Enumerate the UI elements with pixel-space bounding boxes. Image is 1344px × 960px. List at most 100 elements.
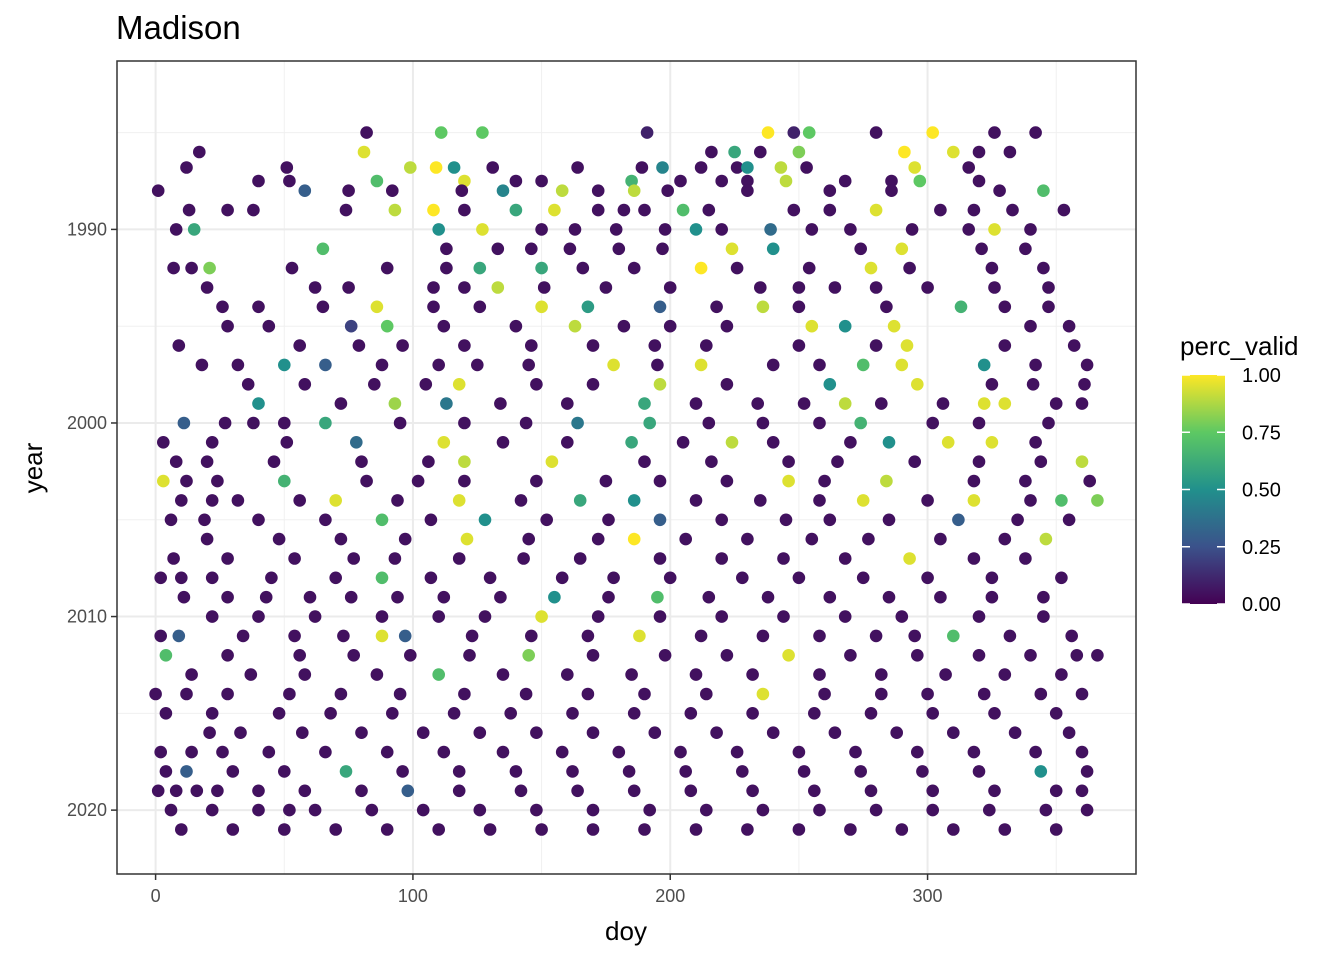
data-point xyxy=(386,707,399,720)
data-point xyxy=(627,494,641,507)
data-point xyxy=(939,668,952,681)
data-point xyxy=(473,726,487,739)
data-point xyxy=(1039,803,1053,817)
data-point xyxy=(1019,474,1032,488)
data-point xyxy=(774,161,788,174)
data-point xyxy=(805,532,819,546)
data-point xyxy=(705,455,718,469)
data-point xyxy=(1019,242,1032,256)
data-point xyxy=(1062,319,1076,333)
data-point xyxy=(653,552,667,565)
data-point xyxy=(164,803,178,817)
data-point xyxy=(972,765,986,778)
data-point xyxy=(437,745,451,759)
data-point xyxy=(813,668,826,681)
data-point xyxy=(483,571,497,585)
data-point xyxy=(375,513,389,527)
data-point xyxy=(522,649,535,662)
data-point xyxy=(663,571,677,585)
data-point xyxy=(1078,378,1091,391)
data-point xyxy=(676,203,690,217)
data-point xyxy=(278,765,291,778)
data-point xyxy=(298,184,312,197)
data-point xyxy=(581,300,595,314)
legend-title: perc_valid xyxy=(1180,331,1299,361)
data-point xyxy=(288,629,301,643)
data-point xyxy=(221,319,234,333)
data-point xyxy=(998,668,1012,681)
data-point xyxy=(404,649,417,662)
data-point xyxy=(921,281,934,294)
data-point xyxy=(218,416,232,430)
data-point xyxy=(352,339,366,352)
data-point xyxy=(736,765,749,778)
data-point xyxy=(947,726,960,739)
data-point xyxy=(350,436,363,449)
data-point xyxy=(190,784,204,798)
data-point xyxy=(730,745,744,759)
data-point xyxy=(200,455,214,469)
data-point xyxy=(571,416,584,430)
data-point xyxy=(370,668,384,681)
data-point xyxy=(259,590,273,604)
data-point xyxy=(440,242,453,256)
data-point xyxy=(656,242,669,256)
data-point xyxy=(429,161,443,174)
data-point xyxy=(911,649,924,662)
data-point xyxy=(831,455,844,469)
data-point xyxy=(476,223,489,236)
data-point xyxy=(844,823,857,836)
data-point xyxy=(1026,378,1040,391)
data-point xyxy=(715,552,728,565)
data-point xyxy=(496,745,510,759)
data-point xyxy=(612,745,626,759)
y-axis-title: year xyxy=(18,442,48,493)
data-point xyxy=(741,532,754,546)
data-point xyxy=(908,455,921,469)
data-point xyxy=(828,726,842,739)
data-point xyxy=(977,687,991,701)
data-point xyxy=(522,358,535,372)
data-point xyxy=(293,339,307,352)
data-point xyxy=(262,319,276,333)
data-point xyxy=(702,203,716,217)
data-point xyxy=(998,300,1012,314)
data-point xyxy=(180,161,193,174)
data-point xyxy=(347,649,361,662)
data-point xyxy=(380,319,394,333)
data-point xyxy=(308,281,322,294)
data-point xyxy=(169,455,183,469)
data-point xyxy=(205,494,219,507)
data-point xyxy=(535,174,548,188)
data-point xyxy=(1091,649,1104,662)
data-point xyxy=(476,126,489,139)
data-point xyxy=(458,474,471,488)
data-point xyxy=(517,552,530,565)
data-point xyxy=(998,397,1012,410)
data-point xyxy=(211,474,224,488)
data-point xyxy=(175,571,188,585)
data-point xyxy=(746,668,759,681)
data-point xyxy=(869,281,883,294)
points-layer xyxy=(149,126,1104,836)
data-point xyxy=(720,319,734,333)
data-point xyxy=(586,378,600,391)
data-point xyxy=(316,242,330,256)
data-point xyxy=(854,765,867,778)
data-point xyxy=(898,145,911,159)
data-point xyxy=(934,590,947,604)
data-point xyxy=(643,803,656,817)
data-point xyxy=(599,474,613,488)
data-point xyxy=(324,707,337,720)
data-point xyxy=(205,436,219,449)
data-point xyxy=(252,610,265,623)
data-point xyxy=(298,668,312,681)
data-point xyxy=(998,339,1012,352)
data-point xyxy=(1075,397,1089,410)
data-point xyxy=(375,571,389,585)
data-point xyxy=(154,629,167,643)
data-point xyxy=(563,242,577,256)
data-point xyxy=(985,571,999,585)
data-point xyxy=(432,610,446,623)
data-point xyxy=(344,319,358,333)
